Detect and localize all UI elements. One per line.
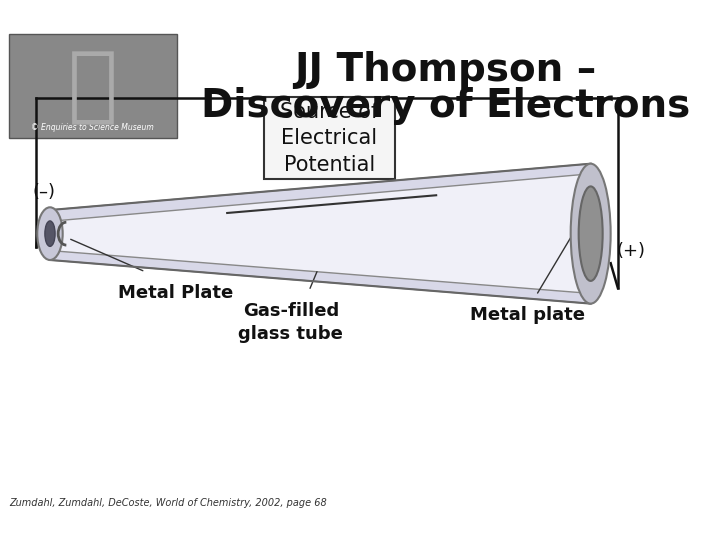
Text: Gas-filled
glass tube: Gas-filled glass tube: [238, 302, 343, 343]
Polygon shape: [50, 164, 590, 221]
Text: Metal Plate: Metal Plate: [118, 284, 233, 302]
Polygon shape: [55, 174, 582, 293]
Ellipse shape: [579, 186, 603, 281]
Text: Discovery of Electrons: Discovery of Electrons: [201, 87, 690, 125]
Text: (+): (+): [616, 242, 645, 260]
Text: Zumdahl, Zumdahl, DeCoste, World of Chemistry, 2002, page 68: Zumdahl, Zumdahl, DeCoste, World of Chem…: [9, 498, 327, 508]
Text: Source of
Electrical
Potential: Source of Electrical Potential: [280, 102, 379, 174]
FancyBboxPatch shape: [9, 33, 177, 138]
Ellipse shape: [45, 221, 55, 246]
Text: © Enquiries to Science Museum: © Enquiries to Science Museum: [31, 123, 154, 132]
Text: JJ Thompson –: JJ Thompson –: [294, 51, 596, 89]
Text: (–): (–): [32, 183, 55, 201]
FancyBboxPatch shape: [264, 97, 395, 179]
Ellipse shape: [37, 207, 63, 260]
Ellipse shape: [571, 164, 611, 303]
Text: Metal plate: Metal plate: [469, 306, 585, 325]
Text: 🖼: 🖼: [68, 46, 117, 127]
Polygon shape: [50, 251, 590, 303]
